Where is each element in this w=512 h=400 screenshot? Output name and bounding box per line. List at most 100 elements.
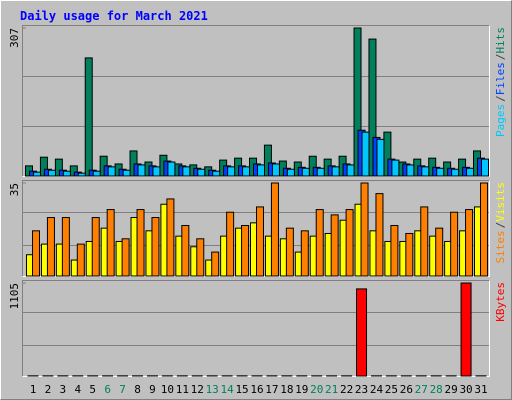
legend-label: Pages <box>494 104 507 137</box>
x-tick-label: 22 <box>340 383 353 396</box>
x-tick-label: 5 <box>89 383 96 396</box>
legend-label: KBytes <box>494 282 507 322</box>
bar <box>285 227 294 277</box>
x-tick-label: 23 <box>355 383 368 396</box>
bar <box>121 238 130 277</box>
bar <box>481 158 489 177</box>
bar <box>77 172 86 177</box>
bar <box>460 282 472 377</box>
bar <box>226 211 235 277</box>
bar <box>405 232 414 277</box>
bar <box>346 164 355 177</box>
x-tick-label: 21 <box>325 383 338 396</box>
bar <box>361 131 370 177</box>
x-tick-label: 7 <box>119 383 126 396</box>
bar <box>122 169 131 177</box>
bar <box>450 211 459 277</box>
chart-title: Daily usage for March 2021 <box>20 9 208 23</box>
bar <box>390 225 399 277</box>
legend-label: Sites <box>494 230 507 263</box>
bar <box>331 166 340 177</box>
bar <box>212 170 221 177</box>
bar <box>451 168 460 177</box>
bar <box>480 182 488 277</box>
x-tick-label: 18 <box>280 383 293 396</box>
x-tick-label: 24 <box>370 383 384 396</box>
bar <box>376 138 385 177</box>
bar <box>242 166 251 177</box>
x-tick-label: 12 <box>191 383 204 396</box>
bar <box>316 167 325 177</box>
bar <box>46 217 55 277</box>
y-tick-label: 307 <box>8 28 21 48</box>
bar <box>301 167 310 177</box>
panel <box>22 25 490 177</box>
bar <box>137 164 146 177</box>
legend-label: Visits <box>494 182 507 222</box>
x-tick-label: 11 <box>176 383 189 396</box>
bar <box>256 206 264 277</box>
bar <box>406 164 415 177</box>
y-tick-label: 35 <box>8 183 21 196</box>
bar <box>136 209 145 277</box>
bar <box>257 164 265 177</box>
bar <box>391 159 400 177</box>
bar <box>196 238 205 277</box>
legend-separator: / <box>494 95 507 102</box>
x-tick-label: 8 <box>134 383 141 396</box>
x-tick-label: 20 <box>310 383 323 396</box>
panel-highlight <box>22 25 490 177</box>
x-tick-label: 4 <box>74 383 81 396</box>
x-tick-label: 13 <box>206 383 219 396</box>
panel-shadow <box>22 25 490 177</box>
bar <box>330 214 339 277</box>
x-tick-label: 27 <box>415 383 428 396</box>
bar <box>270 182 279 277</box>
bar <box>32 230 40 277</box>
panel-shadow <box>22 180 490 277</box>
bar <box>345 209 354 277</box>
bar <box>84 57 93 177</box>
legend: Pages/Files/Hits <box>494 27 507 137</box>
bar <box>300 230 309 277</box>
x-tick-label: 16 <box>250 383 263 396</box>
bar <box>92 170 101 177</box>
x-tick-label: 3 <box>60 383 67 396</box>
bar <box>241 225 250 277</box>
bar <box>420 206 429 277</box>
legend-label: Files <box>494 62 507 95</box>
bar <box>106 209 115 277</box>
legend: KBytes <box>494 282 507 322</box>
x-tick-label: 30 <box>459 383 472 396</box>
x-tick-label: 6 <box>104 383 111 396</box>
bar <box>152 166 161 177</box>
bar <box>271 163 280 177</box>
x-tick-label: 15 <box>235 383 248 396</box>
bar <box>167 161 176 177</box>
x-tick-label: 29 <box>445 383 458 396</box>
bar <box>181 225 190 277</box>
bar <box>182 166 191 177</box>
x-tick-label: 10 <box>161 383 174 396</box>
bar <box>375 193 384 277</box>
bar <box>151 217 160 277</box>
bar <box>62 170 71 177</box>
x-tick-label: 26 <box>400 383 413 396</box>
bar <box>315 209 324 277</box>
panel-highlight <box>22 180 490 277</box>
bar <box>91 217 100 277</box>
legend-separator: / <box>494 54 507 61</box>
x-tick-label: 9 <box>149 383 156 396</box>
bar <box>107 166 116 177</box>
x-tick-label: 2 <box>45 383 52 396</box>
legend-label: Hits <box>494 27 507 54</box>
bar <box>166 198 175 277</box>
bar <box>76 243 85 277</box>
panel <box>22 280 490 377</box>
x-tick-label: 25 <box>385 383 398 396</box>
bar <box>211 251 220 277</box>
bar <box>421 166 430 177</box>
